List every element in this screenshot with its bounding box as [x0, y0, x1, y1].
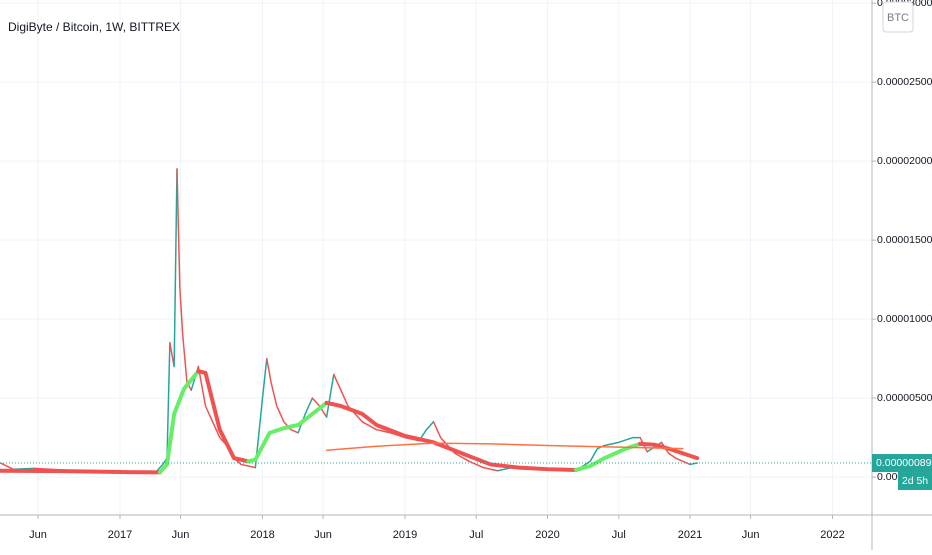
unit-button-label[interactable]: BTC — [887, 12, 909, 24]
series-line — [418, 421, 435, 442]
countdown-box — [898, 472, 932, 491]
series-line — [157, 369, 201, 475]
series-line — [432, 421, 499, 472]
series-line — [0, 462, 14, 470]
x-tick-label: 2021 — [678, 529, 702, 541]
series-line — [325, 442, 435, 451]
y-tick-label: 0.00001000 — [877, 313, 932, 325]
series-line — [196, 369, 251, 464]
x-tick-label: 2017 — [108, 529, 132, 541]
series-line — [432, 442, 684, 450]
unit-button[interactable] — [882, 1, 914, 33]
x-tick-label: Jun — [742, 529, 760, 541]
y-tick-label: 0.00002000 — [877, 155, 932, 167]
chart-title: DigiByte / Bitcoin, 1W, BITTREX — [8, 20, 180, 34]
plot — [0, 168, 872, 475]
y-tick-label: 0.00000500 — [877, 392, 932, 404]
y-tick-label: 0.00002500 — [877, 76, 932, 88]
x-tick-label: Jul — [612, 529, 626, 541]
last-price-label: 0.00000089 — [876, 457, 932, 469]
series-line — [169, 342, 175, 368]
series-line — [0, 468, 162, 475]
grid — [0, 0, 872, 515]
series-line — [689, 462, 698, 466]
series-line — [173, 168, 178, 368]
x-tick-label: Jun — [172, 529, 190, 541]
x-tick-label: 2020 — [535, 529, 559, 541]
series-line — [575, 436, 641, 472]
series-line — [324, 400, 579, 472]
series-line — [325, 373, 335, 418]
countdown-label: 2d 5h — [902, 475, 928, 487]
series-line — [266, 357, 299, 434]
x-tick-label: 2022 — [820, 529, 844, 541]
x-tick-label: 2018 — [250, 529, 274, 541]
series-line — [254, 357, 268, 469]
series-line — [246, 400, 329, 464]
last-price-box — [872, 454, 932, 473]
y-tick-label: 0.00001500 — [877, 234, 932, 246]
series-line — [297, 397, 314, 434]
x-tick-label: Jun — [314, 529, 332, 541]
x-tick-label: Jun — [29, 529, 47, 541]
x-tick-label: Jul — [469, 529, 483, 541]
x-tick-label: 2019 — [393, 529, 417, 541]
series-line — [646, 441, 663, 453]
axes: 0.000000000.000005000.000010000.00001500… — [29, 0, 932, 541]
